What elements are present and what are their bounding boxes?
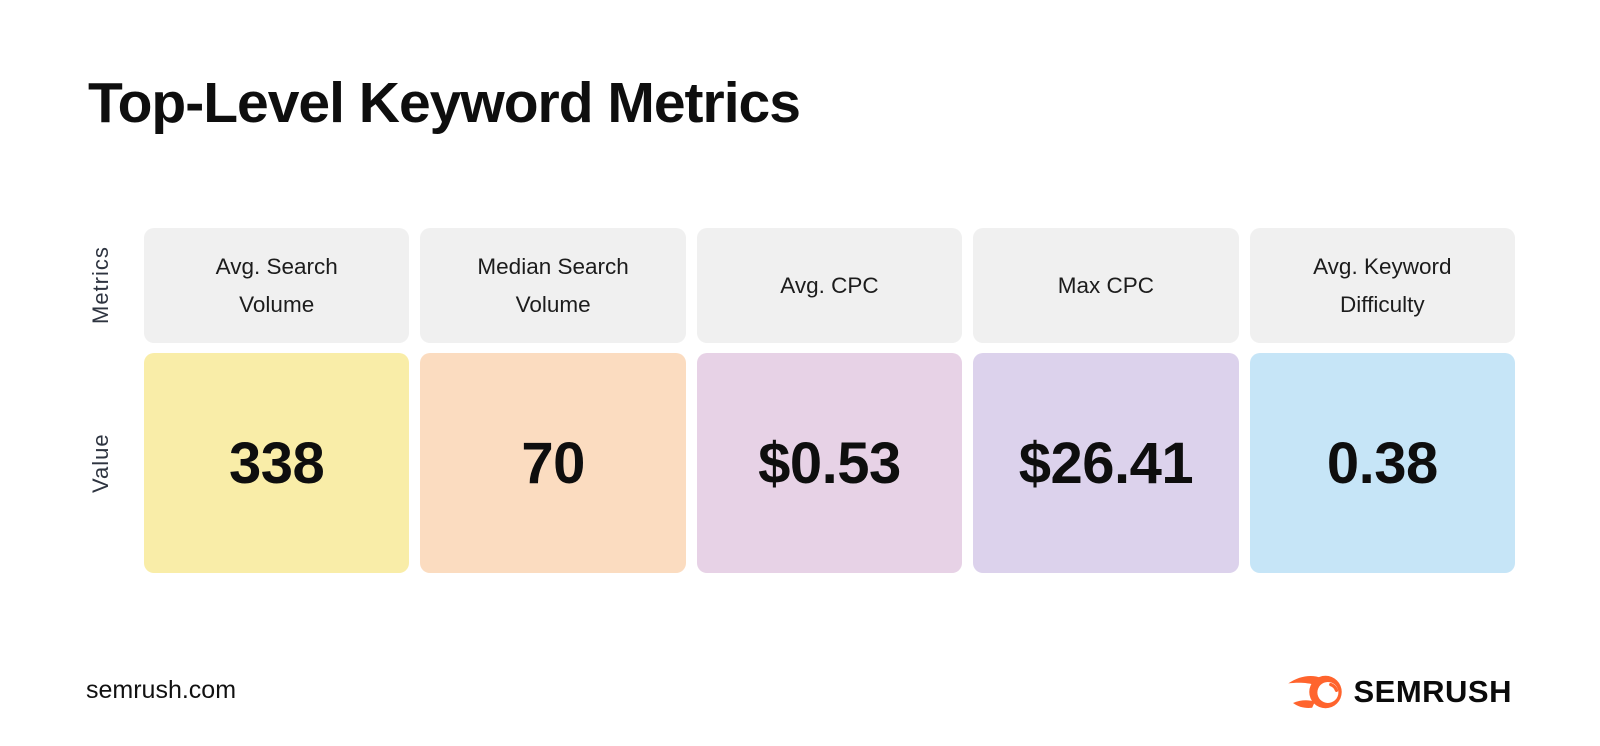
semrush-logo: SEMRUSH bbox=[1286, 671, 1512, 713]
value-cell-avg-keyword-difficulty: 0.38 bbox=[1249, 353, 1515, 573]
header-cell-avg-cpc: Avg. CPC bbox=[696, 228, 963, 343]
metrics-header-row: Avg. Search Volume Median Search Volume … bbox=[144, 228, 1515, 343]
semrush-comet-icon bbox=[1286, 671, 1344, 713]
value-cell-avg-cpc: $0.53 bbox=[696, 353, 963, 573]
header-cell-avg-search-volume: Avg. Search Volume bbox=[144, 228, 410, 343]
header-cell-max-cpc: Max CPC bbox=[973, 228, 1239, 343]
header-cell-median-search-volume: Median Search Volume bbox=[420, 228, 686, 343]
header-cell-avg-keyword-difficulty: Avg. Keyword Difficulty bbox=[1249, 228, 1515, 343]
value-cell-max-cpc: $26.41 bbox=[973, 353, 1239, 573]
value-cell-median-search-volume: 70 bbox=[420, 353, 686, 573]
value-cell-avg-search-volume: 338 bbox=[144, 353, 410, 573]
semrush-wordmark: SEMRUSH bbox=[1353, 674, 1512, 709]
values-row: 338 70 $0.53 $26.41 0.38 bbox=[144, 353, 1515, 573]
page-title: Top-Level Keyword Metrics bbox=[88, 71, 801, 135]
row-label-value: Value bbox=[88, 433, 113, 493]
source-url: semrush.com bbox=[86, 676, 237, 704]
row-label-metrics: Metrics bbox=[88, 246, 113, 325]
